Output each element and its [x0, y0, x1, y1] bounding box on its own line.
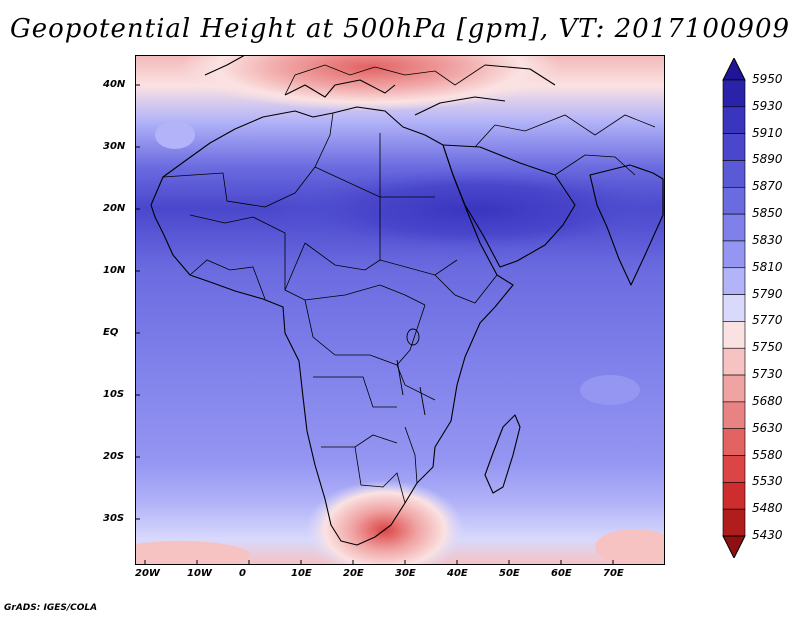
border-angola	[313, 376, 397, 408]
saharan-high-region	[275, 168, 665, 252]
lake-victoria	[406, 328, 420, 346]
country-borders	[162, 64, 656, 504]
border-west-coast	[189, 259, 266, 300]
colorbar-bottom-arrow	[722, 535, 746, 560]
colorbar-segment	[722, 133, 746, 161]
x-tick-label: 40E	[447, 568, 468, 579]
colorbar-level-label: 5530	[752, 474, 783, 489]
colorbar-segment	[722, 401, 746, 430]
europe-coastline	[204, 55, 556, 116]
colorbar-level-label: 5850	[752, 206, 783, 221]
x-tick-label: 70E	[603, 568, 624, 579]
footer-credit: GrADS: IGES/COLA	[4, 603, 98, 613]
x-tick-label: 20W	[135, 568, 160, 579]
colorbar-segment	[722, 186, 746, 215]
colorbar-level-label: 5950	[752, 72, 783, 86]
africa-coastline	[150, 106, 514, 546]
border-southern	[354, 446, 406, 504]
x-tick-label: 30E	[395, 568, 416, 579]
border-middle-east	[474, 114, 656, 148]
y-tick-label: 10S	[103, 389, 125, 400]
colorbar-level-label: 5730	[752, 367, 783, 382]
indian-ocean-spot	[580, 375, 640, 405]
colorbar-segment	[722, 508, 746, 537]
border-mozambique	[404, 426, 418, 484]
border-namibia	[321, 434, 398, 448]
map-area: 20W 10W 0 10E 20E 30E 40E 50E 60E 70E 40N 30N 20N 10N…	[103, 55, 665, 579]
x-tick-label: 20E	[343, 568, 364, 579]
colorbar-segment	[722, 428, 746, 456]
southern-africa-region	[305, 480, 465, 565]
madagascar-coastline	[484, 414, 521, 494]
colorbar-segment	[722, 79, 746, 108]
coastlines	[150, 55, 664, 546]
colorbar-level-label: 5890	[752, 152, 783, 167]
y-tick-label: 10N	[103, 265, 126, 276]
border-west-africa	[189, 214, 286, 290]
border-east-africa	[396, 364, 436, 401]
colorbar-level-label: 5810	[752, 259, 783, 274]
colorbar-level-label: 5480	[752, 501, 783, 516]
colorbar	[722, 56, 746, 560]
y-tick-label: 20S	[103, 451, 125, 462]
colorbar-segment	[722, 213, 746, 242]
colorbar-segment	[722, 267, 746, 295]
india-coastline	[589, 164, 664, 286]
colorbar-segment	[722, 374, 746, 403]
field-background	[135, 55, 665, 565]
x-tick-label: 10E	[291, 568, 312, 579]
colorbar-level-label: 5580	[752, 447, 783, 462]
colorbar-level-label: 5680	[752, 393, 783, 408]
y-tick-label: 30S	[103, 513, 125, 524]
arabia-coastline	[442, 144, 576, 268]
border-horn	[434, 274, 498, 304]
y-tick-label: EQ	[103, 327, 119, 338]
border-europe	[284, 64, 486, 96]
southwest-region	[135, 541, 250, 565]
colorbar-level-label: 5830	[752, 232, 783, 247]
x-tick-label: 10W	[187, 568, 212, 579]
colorbar-segment	[722, 160, 746, 188]
colorbar-segment	[722, 455, 746, 483]
colorbar-level-label: 5910	[752, 125, 783, 140]
border-chad	[304, 166, 381, 271]
colorbar-segment	[722, 106, 746, 134]
x-tick-label: 0	[239, 568, 246, 579]
colorbar-level-label: 5770	[752, 313, 783, 328]
border-west-sahara	[162, 172, 266, 208]
chart-title: Geopotential Height at 500hPa [gpm], VT:…	[9, 14, 791, 44]
colorbar-segment	[722, 482, 746, 510]
map-frame	[135, 55, 665, 565]
colorbar-segment	[722, 321, 746, 349]
colorbar-graphic	[722, 56, 746, 560]
colorbar-segment	[722, 347, 746, 376]
geopotential-map	[135, 55, 665, 565]
y-tick-label: 20N	[103, 203, 126, 214]
border-iran	[554, 154, 636, 176]
colorbar-segment	[722, 294, 746, 322]
atlantic-spot	[155, 121, 195, 149]
colorbar-segment	[722, 240, 746, 269]
southeast-region	[595, 529, 665, 565]
colorbar-level-label: 5930	[752, 98, 783, 113]
y-tick-label: 40N	[103, 79, 126, 90]
colorbar-top-arrow	[722, 56, 746, 81]
x-tick-label: 60E	[551, 568, 572, 579]
colorbar-level-label: 5870	[752, 179, 783, 194]
colorbar-level-label: 5750	[752, 340, 783, 355]
border-congo	[304, 299, 426, 366]
colorbar-level-label: 5630	[752, 420, 783, 435]
y-tick-label: 30N	[103, 141, 126, 152]
lake-tanganyika	[396, 359, 404, 396]
lakes	[396, 328, 426, 416]
x-tick-label: 50E	[499, 568, 520, 579]
colorbar-level-label: 5430	[752, 528, 783, 542]
lake-malawi	[419, 386, 426, 416]
mediterranean-region	[180, 55, 560, 111]
colorbar-level-label: 5790	[752, 286, 783, 301]
